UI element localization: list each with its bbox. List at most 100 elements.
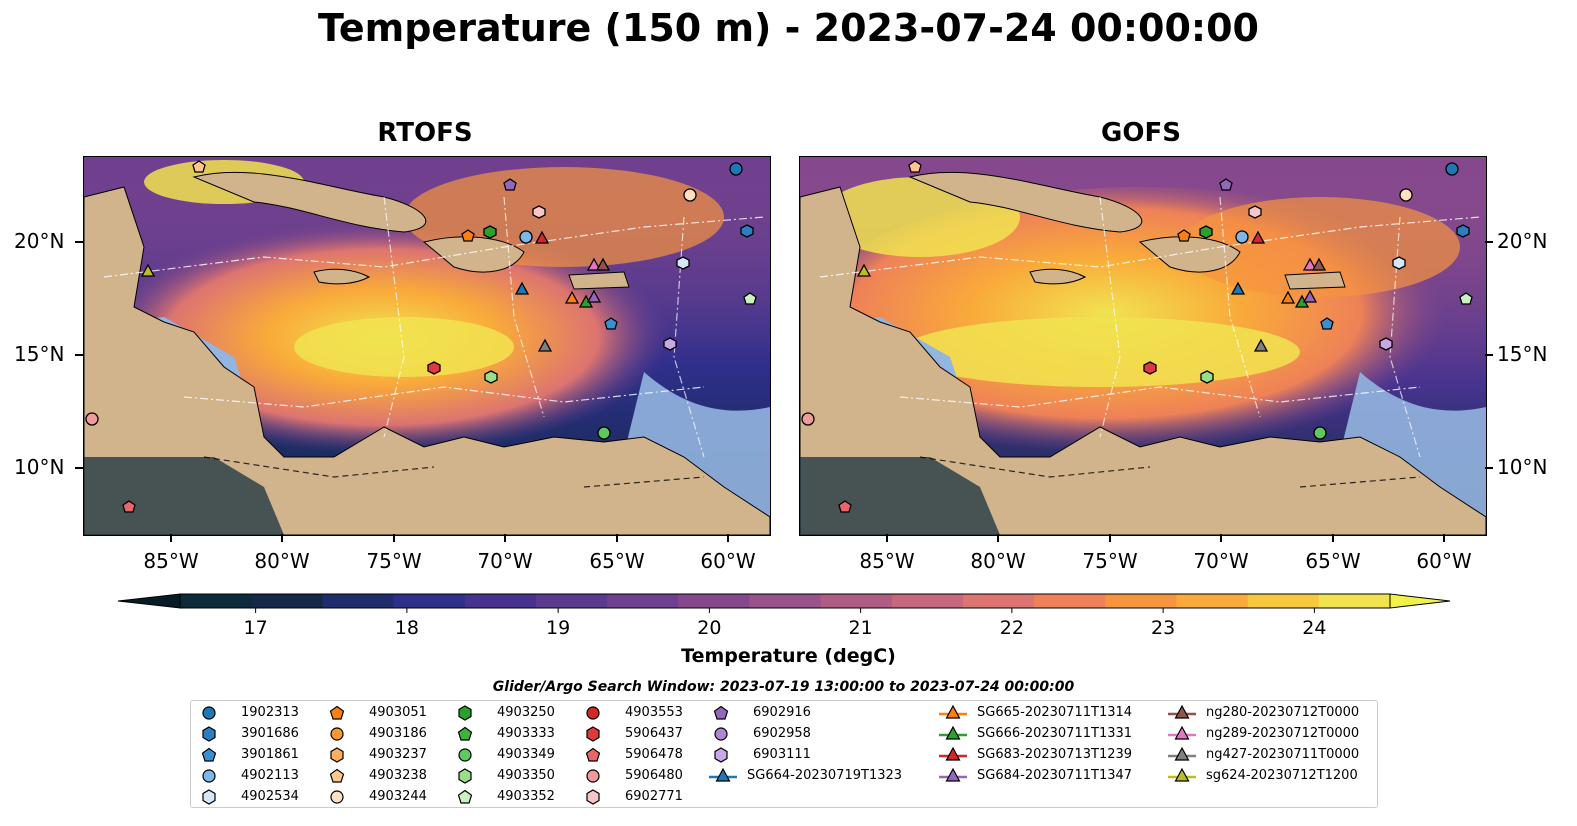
lat-label-10n-left: 10°N (14, 455, 65, 479)
legend-label: 6903111 (753, 747, 811, 762)
colorbar: 17 18 19 20 21 22 23 24 (117, 593, 1451, 639)
legend-marker-icon (458, 768, 472, 784)
legend-marker-icon (202, 706, 216, 720)
legend-marker-icon (330, 727, 344, 741)
lon-label-85w-rtofs: 85°W (143, 549, 199, 573)
legend-marker-icon (586, 706, 600, 720)
legend-marker-icon (714, 727, 728, 741)
colorbar-bin (1318, 594, 1391, 608)
lat-label-15n-right: 15°N (1497, 342, 1548, 366)
colorbar-bin (1105, 594, 1177, 608)
legend-label: 4903186 (369, 726, 427, 741)
legend-label: SG665-20230711T1314 (977, 705, 1133, 720)
colorbar-tick-label: 21 (849, 617, 873, 639)
legend-label: 4903350 (497, 768, 555, 783)
legend-marker-icon (202, 769, 216, 783)
colorbar-border (179, 593, 1391, 609)
legend-label: 4903244 (369, 789, 427, 804)
legend-label: ng289-20230712T0000 (1206, 726, 1360, 741)
legend-label: 4903250 (497, 705, 555, 720)
colorbar-bin (1176, 594, 1249, 608)
legend-label: SG664-20230719T1323 (747, 768, 903, 783)
lat-label-15n-left: 15°N (14, 342, 65, 366)
legend-marker-icon (202, 726, 216, 742)
colorbar-bin (607, 594, 679, 608)
colorbar-bin (678, 594, 750, 608)
legend-marker-icon (458, 705, 472, 721)
legend-label: 4903051 (369, 705, 427, 720)
legend-label: 4903349 (497, 747, 555, 762)
legend-marker-icon (330, 747, 344, 763)
lat-label-20n-left: 20°N (14, 229, 65, 253)
lon-label-65w-rtofs: 65°W (589, 549, 645, 573)
colorbar-tick-label: 23 (1151, 617, 1175, 639)
search-window-text: Glider/Argo Search Window: 2023-07-19 13… (492, 679, 1075, 695)
legend-marker-icon (939, 704, 967, 719)
legend-marker-icon (201, 747, 217, 762)
axis-ticks (75, 241, 1493, 542)
legend-label: SG684-20230711T1347 (977, 768, 1133, 783)
colorbar-tick-label: 17 (244, 617, 268, 639)
legend-marker-icon (586, 726, 600, 742)
legend-marker-icon (714, 747, 728, 763)
legend-marker-icon (458, 748, 472, 762)
legend-label: 4903333 (497, 726, 555, 741)
lon-label-60w-gofs: 60°W (1416, 549, 1472, 573)
legend-marker-icon (329, 705, 345, 720)
legend-label: 5906478 (625, 747, 683, 762)
lon-label-80w-gofs: 80°W (970, 549, 1026, 573)
figure-title: Temperature (150 m) - 2023-07-24 00:00:0… (317, 6, 1259, 50)
legend-marker-icon (709, 767, 737, 782)
legend-marker-icon (202, 789, 216, 805)
legend-label: 4903238 (369, 768, 427, 783)
legend-label: 3901686 (241, 726, 299, 741)
panel-title-rtofs: RTOFS (377, 118, 473, 148)
colorbar-bin (1247, 594, 1320, 608)
colorbar-tick-label: 18 (395, 617, 419, 639)
lon-label-75w-gofs: 75°W (1082, 549, 1138, 573)
lon-label-85w-gofs: 85°W (859, 549, 915, 573)
colorbar-tick-label: 22 (1000, 617, 1024, 639)
lon-label-70w-rtofs: 70°W (477, 549, 533, 573)
legend-label: 4903553 (625, 705, 683, 720)
legend-marker-icon (713, 705, 729, 720)
legend-marker-icon (939, 767, 967, 782)
legend-label: 6902958 (753, 726, 811, 741)
legend-label: 3901861 (241, 747, 299, 762)
panel-title-gofs: GOFS (1101, 118, 1181, 148)
lon-label-75w-rtofs: 75°W (366, 549, 422, 573)
colorbar-bin (535, 594, 608, 608)
legend-label: 6902916 (753, 705, 811, 720)
colorbar-bin (820, 594, 893, 608)
legend-marker-icon (586, 789, 600, 805)
colorbar-bin (464, 594, 537, 608)
colorbar-tick-label: 20 (697, 617, 721, 639)
lon-label-80w-rtofs: 80°W (254, 549, 310, 573)
colorbar-bin (749, 594, 822, 608)
legend-marker-icon (586, 769, 600, 783)
map-gofs[interactable] (799, 156, 1487, 536)
colorbar-bin (962, 594, 1035, 608)
legend-marker-icon (457, 789, 473, 804)
colorbar-tick-label: 19 (546, 617, 570, 639)
legend-marker-icon (1168, 725, 1196, 740)
legend-marker-icon (939, 725, 967, 740)
lat-label-10n-right: 10°N (1497, 455, 1548, 479)
legend-marker-icon (1168, 767, 1196, 782)
lon-label-60w-rtofs: 60°W (700, 549, 756, 573)
legend-label: ng280-20230712T0000 (1206, 705, 1360, 720)
lon-label-70w-gofs: 70°W (1193, 549, 1249, 573)
colorbar-label: Temperature (degC) (681, 645, 896, 667)
legend-label: 4903237 (369, 747, 427, 762)
legend: 1902313 3901686 3901861 4902113 4902534 49030… (190, 700, 1378, 808)
legend-label: 4902113 (241, 768, 299, 783)
legend-label: 4902534 (241, 789, 299, 804)
legend-label: SG683-20230713T1239 (977, 747, 1133, 762)
legend-label: 5906480 (625, 768, 683, 783)
colorbar-bin (251, 594, 323, 608)
legend-marker-icon (1168, 746, 1196, 761)
colorbar-bin (322, 594, 395, 608)
colorbar-bin (393, 594, 466, 608)
map-rtofs[interactable] (83, 156, 771, 536)
colorbar-bin (1034, 594, 1106, 608)
